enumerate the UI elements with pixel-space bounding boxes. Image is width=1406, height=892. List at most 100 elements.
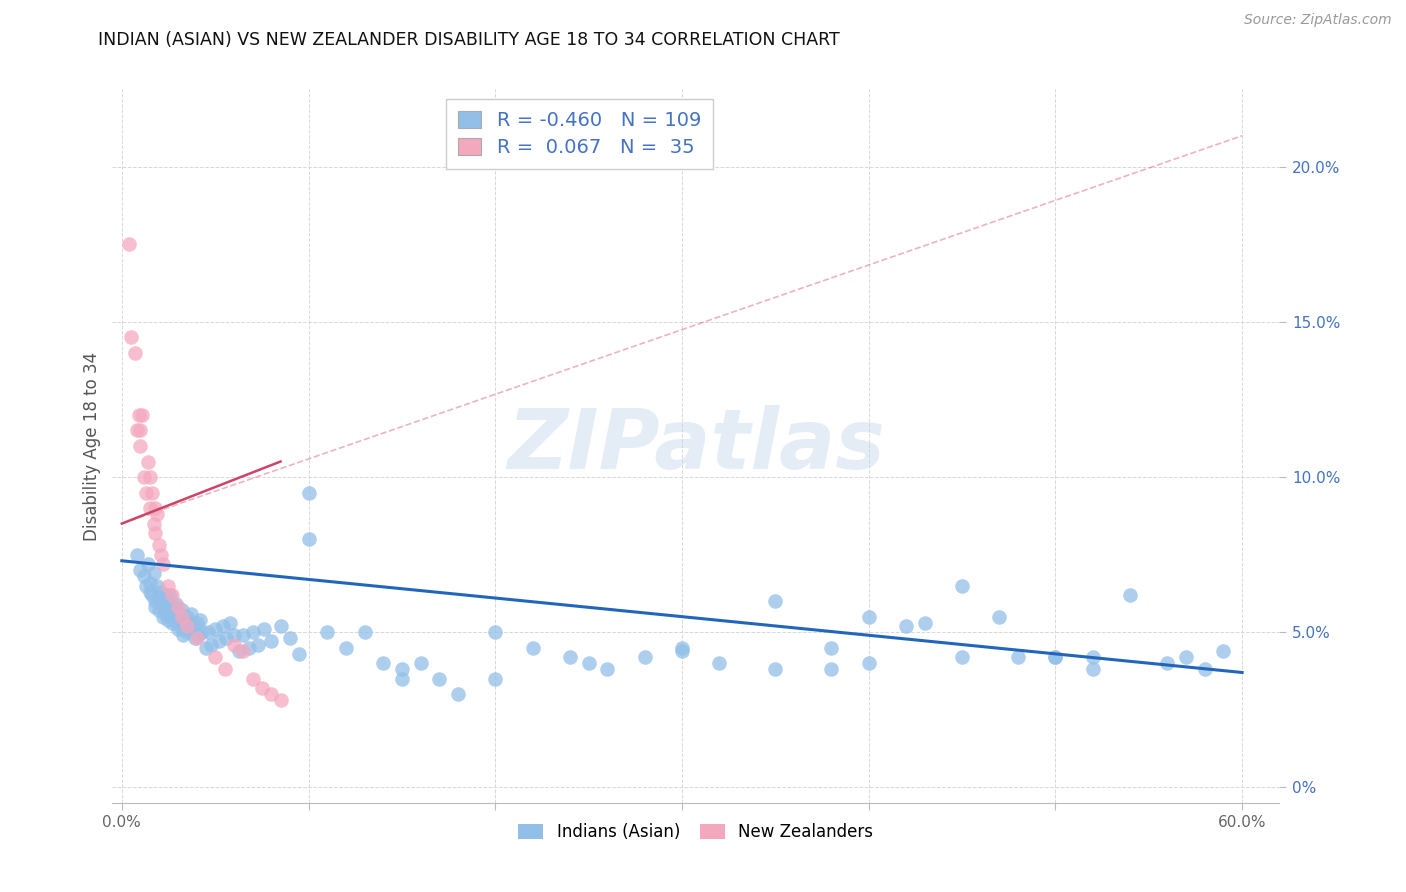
Point bbox=[204, 650, 226, 665]
Point bbox=[165, 597, 187, 611]
Point bbox=[219, 615, 242, 630]
Point bbox=[129, 439, 152, 453]
Point bbox=[260, 687, 283, 701]
Point bbox=[211, 619, 233, 633]
Point bbox=[232, 644, 254, 658]
Point bbox=[578, 656, 600, 670]
Point bbox=[270, 693, 292, 707]
Point bbox=[1045, 650, 1067, 665]
Point bbox=[633, 650, 655, 665]
Point bbox=[763, 594, 786, 608]
Point bbox=[176, 625, 198, 640]
Point bbox=[208, 634, 231, 648]
Y-axis label: Disability Age 18 to 34: Disability Age 18 to 34 bbox=[83, 351, 101, 541]
Point bbox=[558, 650, 581, 665]
Point bbox=[176, 609, 198, 624]
Point bbox=[172, 628, 194, 642]
Point bbox=[160, 615, 183, 630]
Point bbox=[447, 687, 470, 701]
Point bbox=[288, 647, 311, 661]
Point bbox=[148, 603, 170, 617]
Point bbox=[191, 625, 214, 640]
Point bbox=[1175, 650, 1198, 665]
Point bbox=[136, 454, 159, 468]
Point bbox=[139, 584, 162, 599]
Point bbox=[142, 516, 165, 531]
Point bbox=[170, 609, 193, 624]
Text: Source: ZipAtlas.com: Source: ZipAtlas.com bbox=[1244, 13, 1392, 28]
Point bbox=[160, 603, 183, 617]
Point bbox=[187, 628, 209, 642]
Point bbox=[894, 619, 917, 633]
Point bbox=[858, 656, 880, 670]
Point bbox=[1045, 650, 1067, 665]
Point bbox=[180, 607, 202, 621]
Point bbox=[409, 656, 432, 670]
Point bbox=[169, 619, 191, 633]
Point bbox=[166, 622, 188, 636]
Point bbox=[484, 672, 506, 686]
Point bbox=[316, 625, 339, 640]
Point bbox=[278, 632, 301, 646]
Point bbox=[353, 625, 375, 640]
Point bbox=[253, 622, 276, 636]
Point bbox=[145, 501, 167, 516]
Point bbox=[163, 600, 186, 615]
Point bbox=[157, 579, 180, 593]
Point bbox=[139, 575, 162, 590]
Point bbox=[242, 625, 264, 640]
Point bbox=[163, 613, 186, 627]
Point bbox=[157, 594, 180, 608]
Point bbox=[228, 644, 250, 658]
Point bbox=[820, 640, 842, 655]
Point bbox=[134, 470, 156, 484]
Point bbox=[142, 566, 165, 581]
Point bbox=[232, 628, 254, 642]
Point bbox=[172, 615, 194, 630]
Point bbox=[156, 600, 179, 615]
Point bbox=[820, 662, 842, 676]
Point bbox=[125, 424, 148, 438]
Point bbox=[135, 485, 157, 500]
Point bbox=[128, 408, 150, 422]
Point bbox=[763, 662, 786, 676]
Point bbox=[145, 525, 167, 540]
Point bbox=[522, 640, 544, 655]
Point bbox=[391, 662, 413, 676]
Point bbox=[197, 625, 219, 640]
Point bbox=[242, 672, 264, 686]
Point bbox=[200, 638, 222, 652]
Point bbox=[188, 613, 211, 627]
Point bbox=[139, 470, 162, 484]
Point bbox=[156, 588, 179, 602]
Point bbox=[1119, 588, 1142, 602]
Point bbox=[181, 619, 204, 633]
Point bbox=[297, 532, 319, 546]
Point bbox=[950, 650, 973, 665]
Point bbox=[174, 613, 197, 627]
Point bbox=[169, 607, 191, 621]
Legend: Indians (Asian), New Zealanders: Indians (Asian), New Zealanders bbox=[512, 817, 880, 848]
Point bbox=[250, 681, 273, 695]
Point bbox=[1212, 644, 1234, 658]
Point bbox=[129, 424, 152, 438]
Point bbox=[134, 569, 156, 583]
Point bbox=[157, 613, 180, 627]
Point bbox=[166, 609, 188, 624]
Point bbox=[214, 662, 236, 676]
Point bbox=[141, 485, 163, 500]
Point bbox=[215, 632, 238, 646]
Point bbox=[148, 538, 170, 552]
Point bbox=[596, 662, 619, 676]
Point bbox=[373, 656, 395, 670]
Point bbox=[1081, 650, 1104, 665]
Point bbox=[129, 563, 152, 577]
Point bbox=[170, 603, 193, 617]
Point bbox=[671, 644, 693, 658]
Point bbox=[709, 656, 731, 670]
Text: INDIAN (ASIAN) VS NEW ZEALANDER DISABILITY AGE 18 TO 34 CORRELATION CHART: INDIAN (ASIAN) VS NEW ZEALANDER DISABILI… bbox=[98, 31, 841, 49]
Point bbox=[125, 548, 148, 562]
Point bbox=[247, 638, 270, 652]
Point bbox=[260, 634, 283, 648]
Point bbox=[297, 485, 319, 500]
